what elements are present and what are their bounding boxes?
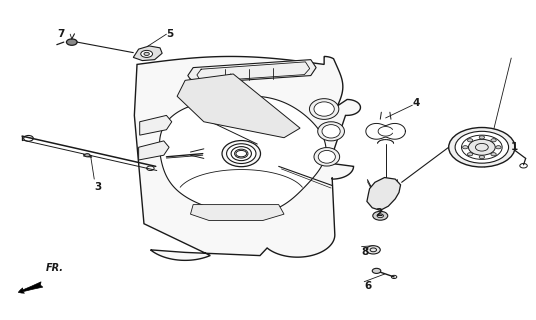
Ellipse shape xyxy=(322,124,340,138)
Text: 1: 1 xyxy=(511,142,518,152)
Circle shape xyxy=(455,131,509,163)
Circle shape xyxy=(467,153,473,156)
Ellipse shape xyxy=(314,148,340,166)
Circle shape xyxy=(141,50,153,57)
Circle shape xyxy=(468,139,495,155)
Circle shape xyxy=(496,146,501,149)
Text: 7: 7 xyxy=(57,29,64,39)
Text: 3: 3 xyxy=(94,182,101,192)
Ellipse shape xyxy=(222,140,260,167)
Ellipse shape xyxy=(309,99,339,119)
Text: FR.: FR. xyxy=(46,263,64,273)
Circle shape xyxy=(479,156,485,159)
Text: 2: 2 xyxy=(375,208,382,218)
Circle shape xyxy=(491,153,496,156)
Circle shape xyxy=(479,136,485,139)
Polygon shape xyxy=(140,116,172,135)
Polygon shape xyxy=(139,141,169,160)
Text: 5: 5 xyxy=(166,29,174,39)
Circle shape xyxy=(144,52,150,55)
Circle shape xyxy=(449,127,515,167)
Polygon shape xyxy=(135,56,360,260)
Polygon shape xyxy=(367,178,400,210)
Circle shape xyxy=(66,39,77,45)
Text: 8: 8 xyxy=(362,247,369,257)
Polygon shape xyxy=(160,96,326,214)
Polygon shape xyxy=(177,74,300,138)
Ellipse shape xyxy=(318,122,345,141)
Polygon shape xyxy=(188,60,316,84)
Circle shape xyxy=(372,268,381,273)
Circle shape xyxy=(367,246,380,254)
Ellipse shape xyxy=(227,144,256,164)
Circle shape xyxy=(467,139,473,142)
Ellipse shape xyxy=(314,102,334,116)
Circle shape xyxy=(463,146,468,149)
Circle shape xyxy=(491,139,496,142)
Polygon shape xyxy=(190,204,284,220)
Circle shape xyxy=(373,211,388,220)
Circle shape xyxy=(85,154,90,157)
Text: 6: 6 xyxy=(364,281,371,291)
Polygon shape xyxy=(133,46,162,60)
Text: 4: 4 xyxy=(412,98,420,108)
Ellipse shape xyxy=(318,150,336,163)
